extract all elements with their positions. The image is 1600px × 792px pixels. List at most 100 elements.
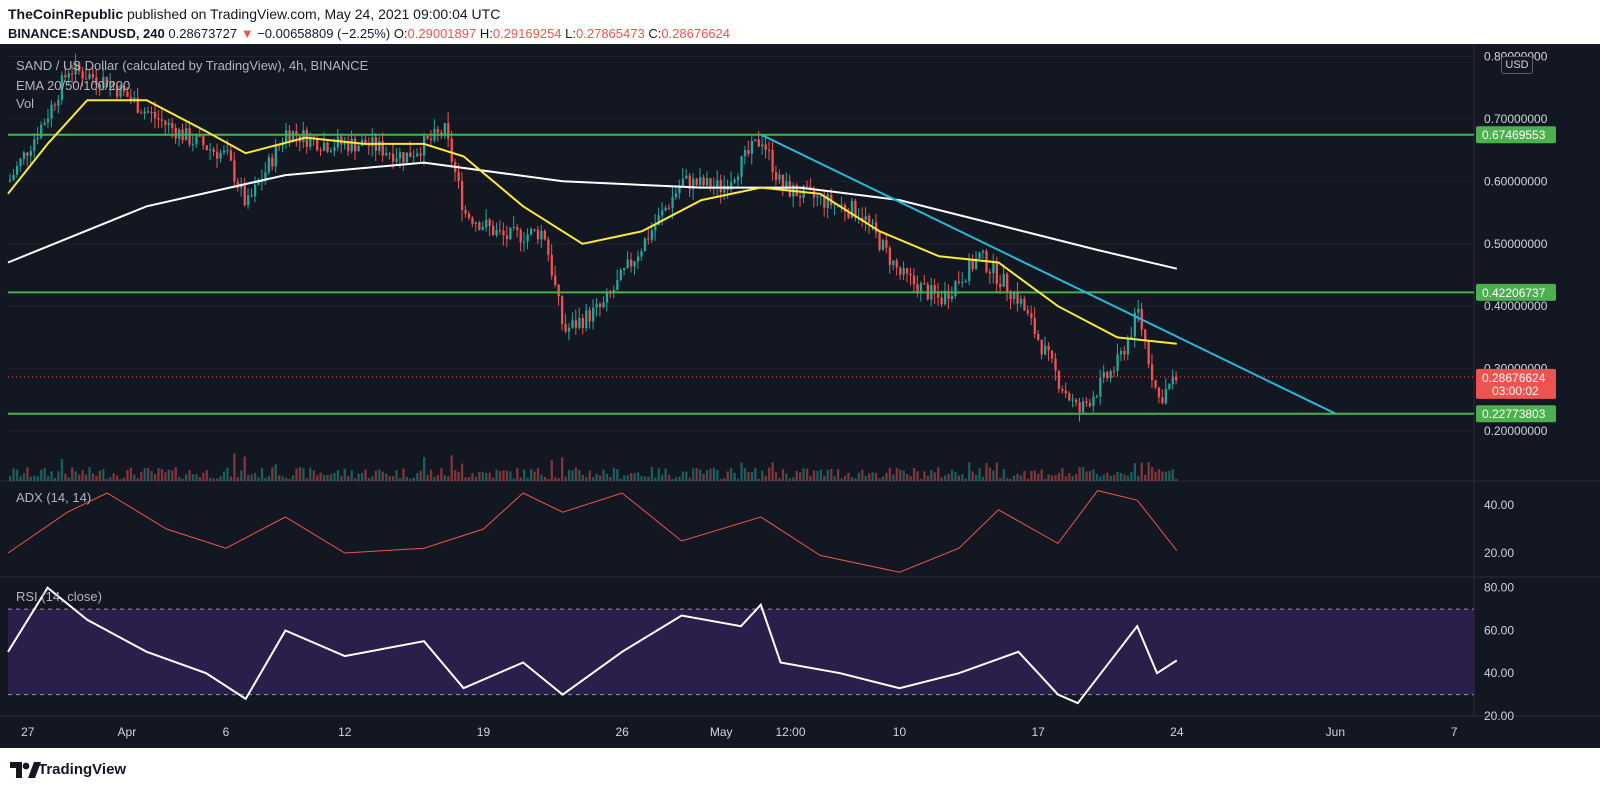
change-value: −0.00658809 (−2.25%) bbox=[257, 26, 391, 41]
candle-body bbox=[505, 235, 509, 240]
volume-bar bbox=[416, 473, 419, 481]
currency-button[interactable]: USD bbox=[1501, 56, 1533, 74]
candle-body bbox=[209, 149, 212, 151]
volume-bar bbox=[602, 469, 605, 481]
footer-brand[interactable]: TradingView bbox=[38, 761, 127, 778]
volume-bar bbox=[322, 474, 326, 481]
volume-bar bbox=[1102, 474, 1105, 481]
volume-bar bbox=[1164, 471, 1168, 481]
volume-bar bbox=[67, 477, 70, 481]
volume-bar bbox=[198, 477, 202, 481]
volume-bar bbox=[705, 469, 709, 481]
candle-body bbox=[723, 185, 726, 193]
candle-body bbox=[1050, 350, 1054, 359]
candle-body bbox=[1130, 336, 1133, 339]
adx-line bbox=[7, 490, 1178, 573]
volume-bar bbox=[1130, 471, 1133, 481]
time-tick-label: 7 bbox=[1451, 725, 1458, 739]
candle-body bbox=[326, 142, 329, 152]
volume-bar bbox=[12, 468, 15, 481]
volume-bar bbox=[878, 478, 881, 481]
volume-bar bbox=[1126, 475, 1130, 481]
volume-bar bbox=[630, 473, 633, 481]
volume-bar bbox=[488, 472, 491, 481]
candle-body bbox=[485, 219, 488, 228]
tradingview-logo-icon[interactable] bbox=[8, 756, 48, 784]
candle-body bbox=[405, 152, 409, 163]
volume-bar bbox=[1057, 472, 1061, 481]
candle-body bbox=[1144, 329, 1147, 342]
candle-body bbox=[1075, 399, 1078, 403]
candle-body bbox=[1109, 370, 1112, 379]
candle-body bbox=[1071, 399, 1074, 401]
chart-canvas[interactable]: 0.200000000.300000000.400000000.50000000… bbox=[0, 44, 1600, 748]
volume-bar bbox=[771, 462, 774, 481]
candle-body bbox=[885, 240, 888, 248]
publish-info: TheCoinRepublic published on TradingView… bbox=[8, 6, 500, 22]
volume-bar bbox=[957, 475, 961, 481]
candle-body bbox=[264, 172, 267, 181]
candle-body bbox=[843, 204, 847, 212]
candle-body bbox=[550, 254, 553, 276]
volume-bar bbox=[98, 470, 101, 481]
candle-body bbox=[1095, 396, 1099, 398]
volume-bar bbox=[712, 467, 716, 481]
candle-body bbox=[978, 252, 981, 259]
price-label-box bbox=[1476, 126, 1556, 144]
candle-body bbox=[81, 71, 84, 79]
volume-bar bbox=[22, 473, 26, 481]
candle-body bbox=[816, 196, 819, 198]
volume-bar bbox=[523, 469, 526, 481]
volume-bar bbox=[778, 477, 781, 481]
volume-bar bbox=[357, 473, 360, 481]
candle-body bbox=[312, 136, 315, 139]
candle-body bbox=[861, 217, 864, 221]
volume-bar bbox=[388, 476, 391, 481]
chart-area[interactable]: 0.20000000 0.30000000 0.40000000 0.50000000… bbox=[0, 44, 1600, 748]
candle-body bbox=[730, 182, 733, 191]
time-tick-label: May bbox=[710, 725, 733, 739]
volume-bar bbox=[981, 476, 985, 481]
volume-bar bbox=[1044, 478, 1047, 481]
publisher-name[interactable]: TheCoinRepublic bbox=[8, 6, 124, 22]
candle-body bbox=[943, 290, 947, 305]
volume-bar bbox=[288, 478, 291, 481]
volume-bar bbox=[809, 476, 812, 481]
time-tick-label: 17 bbox=[1031, 725, 1045, 739]
volume-bar bbox=[443, 475, 446, 481]
candle-body bbox=[247, 195, 250, 206]
candle-body bbox=[981, 250, 985, 253]
candle-body bbox=[416, 153, 419, 157]
volume-bar bbox=[405, 476, 409, 481]
volume-bar bbox=[526, 477, 529, 481]
candle-body bbox=[126, 91, 129, 98]
volume-bar bbox=[571, 470, 574, 481]
volume-bar bbox=[84, 474, 88, 481]
series-legend: SAND / US Dollar (calculated by TradingV… bbox=[16, 58, 369, 73]
volume-bar bbox=[636, 472, 640, 481]
volume-bar bbox=[781, 469, 785, 481]
volume-bar bbox=[702, 473, 705, 481]
close-label: C: bbox=[648, 26, 662, 41]
volume-bar bbox=[719, 478, 722, 481]
volume-bar bbox=[988, 467, 992, 481]
candle-body bbox=[543, 230, 547, 240]
candle-body bbox=[1081, 401, 1085, 413]
candle-body bbox=[947, 290, 950, 299]
candle-body bbox=[909, 273, 912, 276]
volume-bar bbox=[740, 462, 743, 481]
candle-body bbox=[692, 178, 695, 190]
rsi-tick-label: 20.00 bbox=[1484, 709, 1514, 723]
candle-body bbox=[471, 217, 474, 224]
candle-body bbox=[67, 73, 70, 78]
volume-bar bbox=[1023, 470, 1026, 481]
volume-bar bbox=[695, 467, 698, 481]
volume-bar bbox=[861, 469, 864, 481]
candle-body bbox=[229, 150, 233, 161]
ohlc-line: BINANCE:SANDUSD, 240 0.28673727 ▼ −0.006… bbox=[8, 26, 730, 41]
candle-body bbox=[709, 178, 712, 189]
volume-bar bbox=[26, 467, 29, 481]
volume-bar bbox=[36, 476, 39, 481]
volume-bar bbox=[674, 477, 678, 481]
candle-body bbox=[695, 178, 698, 185]
